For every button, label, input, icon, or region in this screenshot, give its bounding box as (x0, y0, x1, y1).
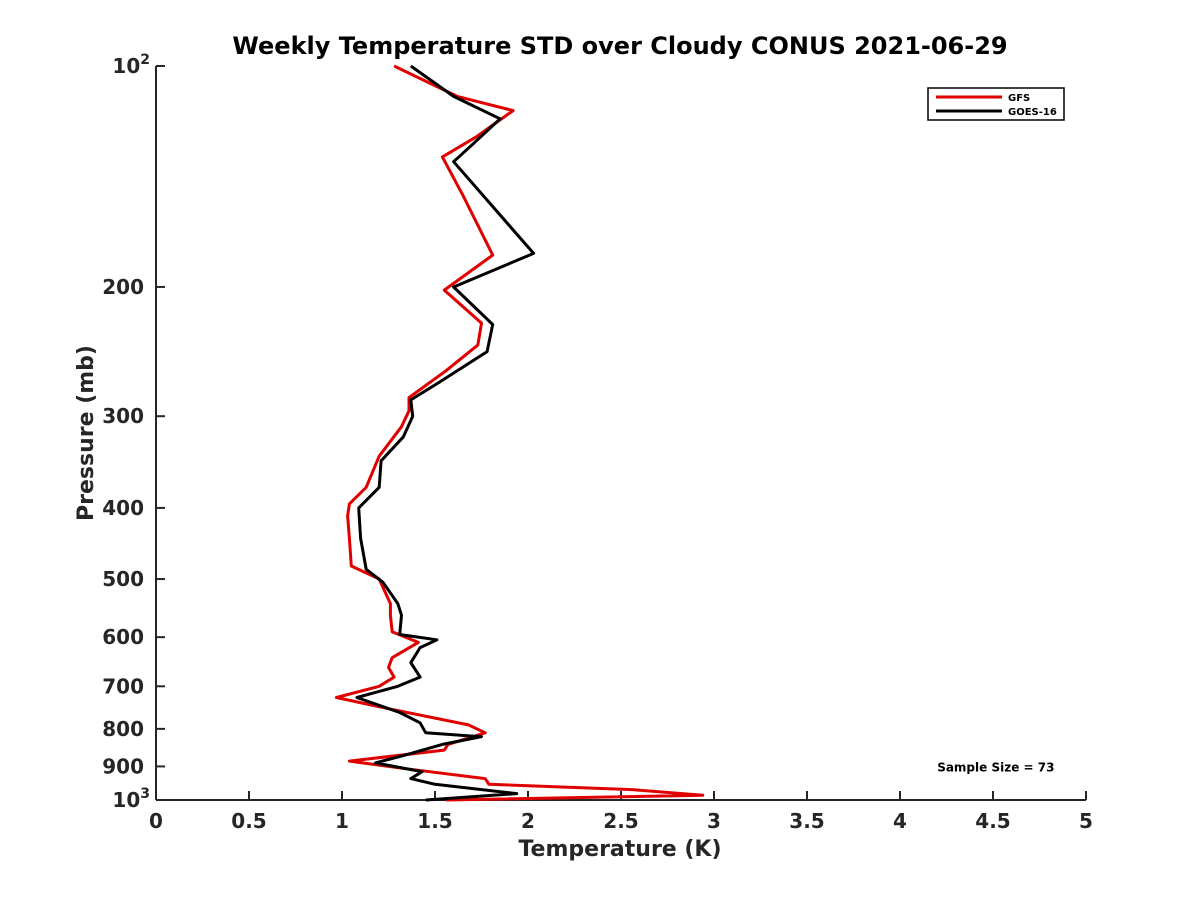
x-tick-label: 1 (335, 809, 349, 833)
legend-box (927, 87, 1065, 121)
x-tick-label: 3.5 (789, 809, 824, 833)
y-tick-label: 800 (102, 717, 144, 741)
y-axis-label: Pressure (mb) (74, 345, 99, 521)
x-tick-label: 1.5 (417, 809, 452, 833)
x-tick-label: 2.5 (603, 809, 638, 833)
annotations: Sample Size = 73 (937, 760, 1054, 774)
y-tick-label: 400 (102, 496, 144, 520)
x-tick-label: 5 (1079, 809, 1093, 833)
legend: GFS GOES-16 (927, 87, 1065, 121)
chart-title: Weekly Temperature STD over Cloudy CONUS… (232, 32, 1007, 60)
y-tick-label: 700 (102, 674, 144, 698)
legend-label: GFS (1008, 93, 1030, 104)
x-tick-label: 3 (707, 809, 721, 833)
y-tick-label: 200 (102, 275, 144, 299)
sample-size-annotation: Sample Size = 73 (937, 760, 1054, 774)
y-tick-label: 102 (112, 52, 150, 78)
x-tick-label: 2 (521, 809, 535, 833)
y-tick-label: 300 (102, 404, 144, 428)
y-tick-label: 600 (102, 625, 144, 649)
x-tick-label: 4 (893, 809, 907, 833)
x-tick-label: 4.5 (975, 809, 1010, 833)
x-tick-label: 0.5 (231, 809, 266, 833)
axes: 0 0.5 1 1.5 2 2.5 3 3.5 4 4.5 5 102 200 300 400 500 600 7… (102, 52, 1093, 833)
y-tick-label: 900 (102, 754, 144, 778)
y-tick-label: 500 (102, 567, 144, 591)
x-axis-label: Temperature (K) (518, 837, 721, 862)
series-layer (334, 64, 705, 802)
series-line-gfs (334, 64, 705, 802)
y-tick-label: 103 (112, 786, 150, 812)
series-line-goes-16 (355, 64, 536, 802)
x-tick-label: 0 (149, 809, 163, 833)
legend-label: GOES-16 (1008, 107, 1057, 118)
